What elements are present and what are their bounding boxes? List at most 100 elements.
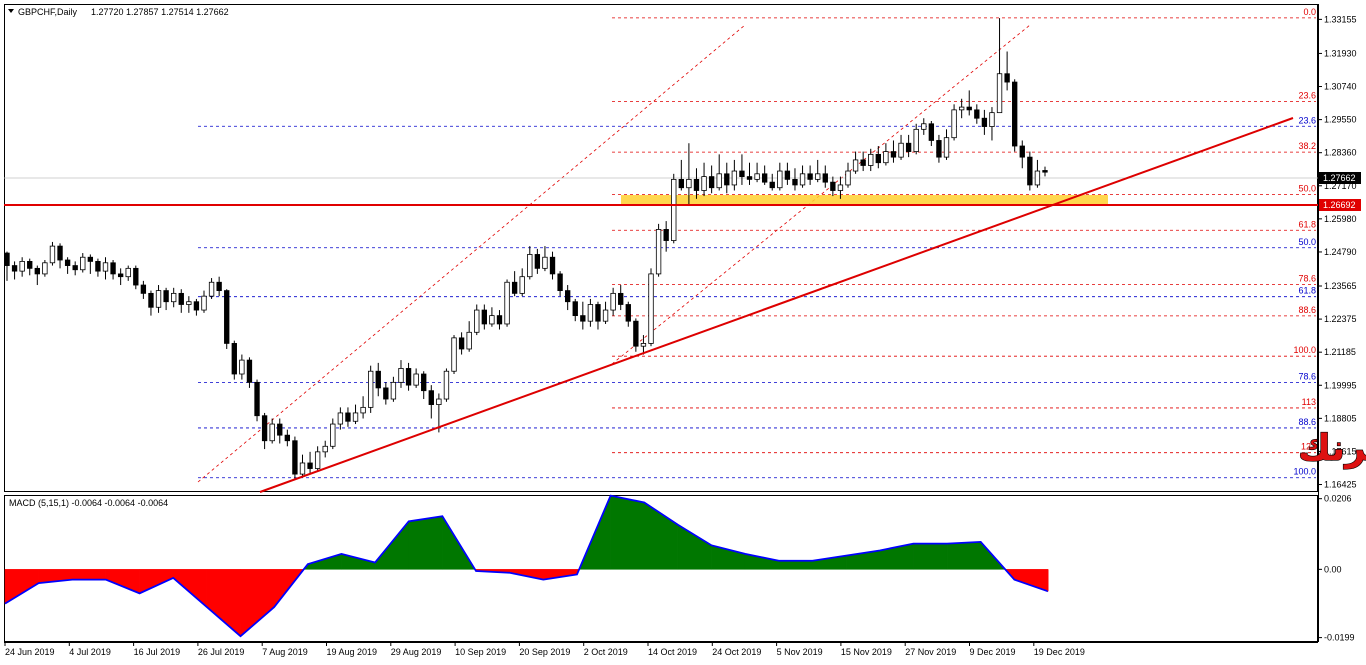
candle-body [307,462,313,469]
candle-body [852,159,859,172]
price-tick-label: 1.30740 [1324,82,1357,92]
support-zone [621,195,1108,206]
candle-body [989,112,995,127]
candle-body [398,368,404,383]
candle [746,162,753,185]
candle [421,371,427,400]
candle [299,454,306,477]
candle-body [754,173,760,180]
fib-levels: 0.0 23.6 38.2 50.0 61.8 78.6 88.6 100.0 113 127 23… [198,7,1316,479]
price-tick-label: 1.27170 [1324,181,1357,191]
candle-body [481,309,488,325]
candle-body [633,320,639,347]
candle [883,143,889,166]
candle-body [724,173,730,186]
candle-body [80,256,86,271]
fib-label: 100.0 [1293,345,1316,355]
candle [1012,79,1018,152]
candle-body [557,273,563,291]
candle [671,173,677,244]
candle [519,268,525,297]
fib-label: 78.6 [1298,371,1316,381]
level-price-tag: 1.26692 [1319,199,1361,211]
candle-body [148,292,154,308]
candle-body [413,373,419,386]
candle-body [921,123,927,130]
candle [368,365,374,413]
candle [580,301,586,330]
macd-tick-label: -0.0199 [1324,633,1355,643]
candle-body [117,273,124,278]
candle [314,446,321,472]
candle [511,271,518,297]
candle-body [64,259,71,266]
time-tick-label: 4 Jul 2019 [69,647,111,657]
candle [837,176,844,199]
candle-body [322,445,328,453]
candle [595,301,601,330]
candle [557,271,563,297]
fib-label: 0.0 [1303,7,1316,17]
candle [655,223,662,277]
candle [1004,51,1010,91]
candle [292,436,298,480]
candle [777,162,783,191]
candle [110,260,116,280]
candle [34,265,40,286]
candle-body [292,440,298,475]
candle [716,154,722,191]
fib-label: 88.6 [1298,305,1316,315]
candle-body [519,276,525,294]
candle-body [845,170,851,186]
candle [239,354,245,380]
candle-body [648,273,654,344]
fib-label: 61.8 [1298,219,1316,229]
candle [921,118,927,135]
candle [383,382,389,405]
candle-body [542,256,548,269]
menu-triangle-icon[interactable] [8,9,14,13]
candle-body [436,398,442,405]
candle [64,257,71,274]
candle-body [466,331,472,350]
candle [345,407,351,427]
candle [140,280,147,299]
candle [928,120,935,147]
candle [868,148,874,172]
candle [936,134,942,163]
fib-label: 23.6 [1298,115,1316,125]
candle-body [678,178,684,189]
candle [996,18,1003,114]
candle [254,379,260,422]
time-tick-label: 14 Oct 2019 [648,647,697,657]
candle-body [352,412,359,422]
candle [163,287,169,311]
candle [905,134,912,158]
macd-tick-label: 0.00 [1324,564,1342,574]
time-tick-label: 2 Oct 2019 [584,647,628,657]
candle [792,168,798,191]
candle [686,143,692,205]
candle [958,98,965,119]
ohlc-values: 1.27720 1.27857 1.27514 1.27662 [91,7,229,17]
candle [458,332,465,355]
candle-body [19,261,25,272]
candle-body [277,423,283,436]
candle [822,165,828,188]
candle-body [428,390,434,405]
candle [633,318,639,352]
candle [171,287,177,308]
candle [678,159,684,191]
candle-body [527,254,533,278]
candle [72,261,78,276]
candle-body [580,315,586,322]
candle-body [549,256,556,275]
candle-body [140,284,147,294]
time-tick-label: 15 Nov 2019 [841,647,892,657]
macd-area-positive [913,543,948,570]
candle [693,168,700,199]
candle-body [368,370,374,408]
candle [390,376,397,402]
candle-body [125,267,131,278]
price-tick-label: 1.16425 [1324,480,1357,490]
